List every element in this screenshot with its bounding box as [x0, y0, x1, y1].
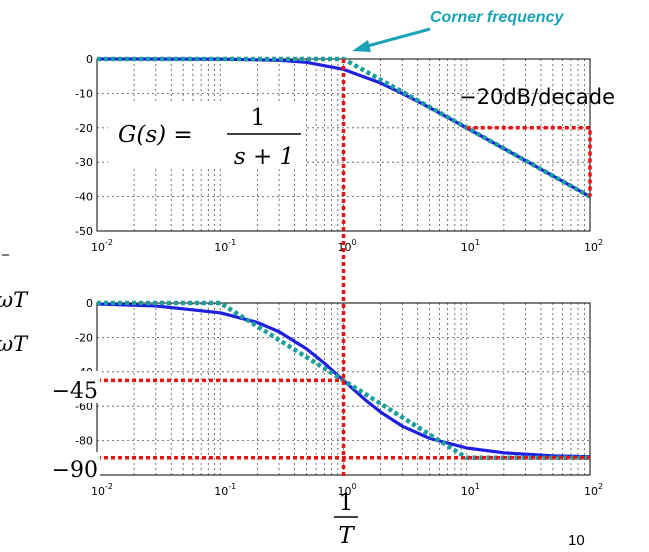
phase-grid: [97, 303, 590, 475]
equation-background: [108, 104, 304, 168]
magnitude-xtick-label: 10-2: [91, 238, 113, 254]
minus45-label: −45: [52, 379, 98, 404]
phase-ytick-label: 0: [86, 297, 93, 310]
left-label-b: ωT: [0, 332, 29, 356]
guide-lines: [97, 59, 592, 479]
magnitude-grid: [97, 59, 590, 231]
magnitude-ytick-label: 0: [86, 53, 93, 66]
magnitude-ytick-label: -30: [75, 156, 93, 169]
minus90-label: −90: [52, 458, 98, 483]
phase-ytick-label: -80: [75, 435, 93, 448]
phase-xtick-label: 10-2: [91, 482, 113, 498]
phase-ytick-label: -60: [75, 400, 93, 413]
minus90-background: [68, 452, 100, 482]
corner-arrow: [352, 27, 431, 52]
one-over-t-denominator: T: [338, 523, 355, 549]
slope-label: −20dB/decade: [459, 85, 615, 109]
phase-exact-line: [96, 302, 591, 459]
equation-numerator: 1: [251, 105, 266, 131]
magnitude-xtick-label: 100: [338, 238, 357, 254]
phase-xtick-label: 100: [338, 482, 357, 498]
magnitude-xtick-label: 101: [461, 238, 480, 254]
magnitude-xtick-label: 102: [584, 238, 603, 254]
phase-ytick-label: -20: [75, 331, 93, 344]
magnitude-ytick-label: -10: [75, 87, 93, 100]
slope-guide: [466, 126, 592, 197]
page-number: 10: [568, 532, 585, 549]
magnitude-ytick-label: -20: [75, 122, 93, 135]
equation-denominator: s + 1: [234, 144, 294, 170]
one-over-t-numerator: 1: [339, 490, 354, 516]
magnitude-ytick-label: -50: [75, 225, 93, 238]
corner-frequency-label: Corner frequency: [430, 9, 564, 26]
magnitude-xtick-label: 10-1: [214, 238, 236, 254]
left-label-a: ωT: [0, 288, 29, 312]
minus45-background: [68, 371, 100, 403]
equation-lhs: G(s) =: [118, 122, 193, 148]
phase-xtick-label: 102: [584, 482, 603, 498]
magnitude-ytick-label: -40: [75, 191, 93, 204]
phase-xtick-label: 101: [461, 482, 480, 498]
phase-xtick-label: 10-1: [214, 482, 236, 498]
